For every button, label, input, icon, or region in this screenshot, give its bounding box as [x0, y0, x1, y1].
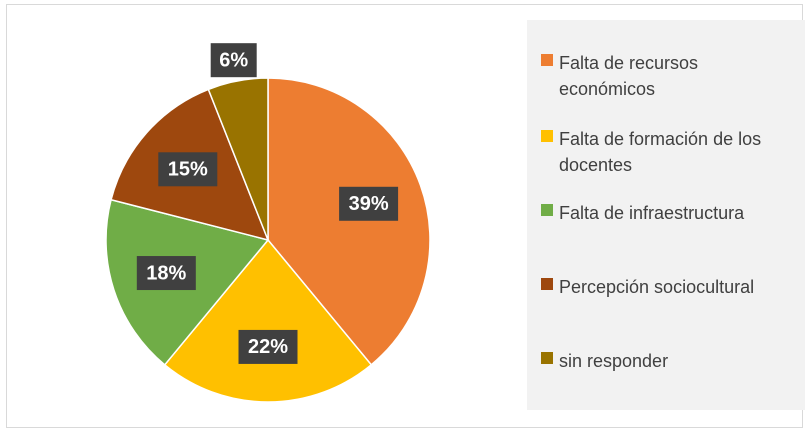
data-label: 22%	[248, 336, 288, 358]
pie-slice	[267, 77, 431, 366]
legend-swatch	[541, 352, 553, 364]
legend-item: Falta de recursos económicos	[541, 50, 779, 102]
pie-area: 39% 22% 18% 15% 6%	[105, 43, 431, 403]
legend-label: Percepción sociocultural	[559, 277, 755, 297]
legend-swatch	[541, 278, 553, 290]
legend-swatch	[541, 204, 553, 216]
legend-item: sin responder	[541, 348, 779, 374]
data-label: 6%	[219, 49, 248, 71]
data-label-box	[158, 152, 218, 187]
legend-swatch	[541, 54, 553, 66]
legend-item: Falta de formación de los docentes	[541, 126, 779, 178]
legend-label: Falta de recursos económicos	[559, 53, 699, 99]
legend-label: Falta de infraestructura	[559, 203, 745, 223]
data-label: 18%	[146, 262, 186, 284]
data-label: 39%	[349, 193, 389, 215]
pie-slice	[163, 238, 373, 403]
data-label-box	[210, 43, 257, 78]
data-label-box	[136, 256, 196, 291]
data-label-box	[339, 186, 399, 221]
legend-swatch	[541, 130, 553, 142]
data-label-box	[238, 329, 298, 364]
legend-item: Falta de infraestructura	[541, 200, 779, 226]
data-label: 15%	[168, 159, 208, 181]
legend: Falta de recursos económicos Falta de for…	[527, 20, 805, 410]
pie-slice	[207, 77, 269, 241]
legend-label: Falta de formación de los docentes	[559, 129, 762, 175]
legend-label: sin responder	[559, 351, 669, 371]
legend-item: Percepción sociocultural	[541, 274, 779, 300]
